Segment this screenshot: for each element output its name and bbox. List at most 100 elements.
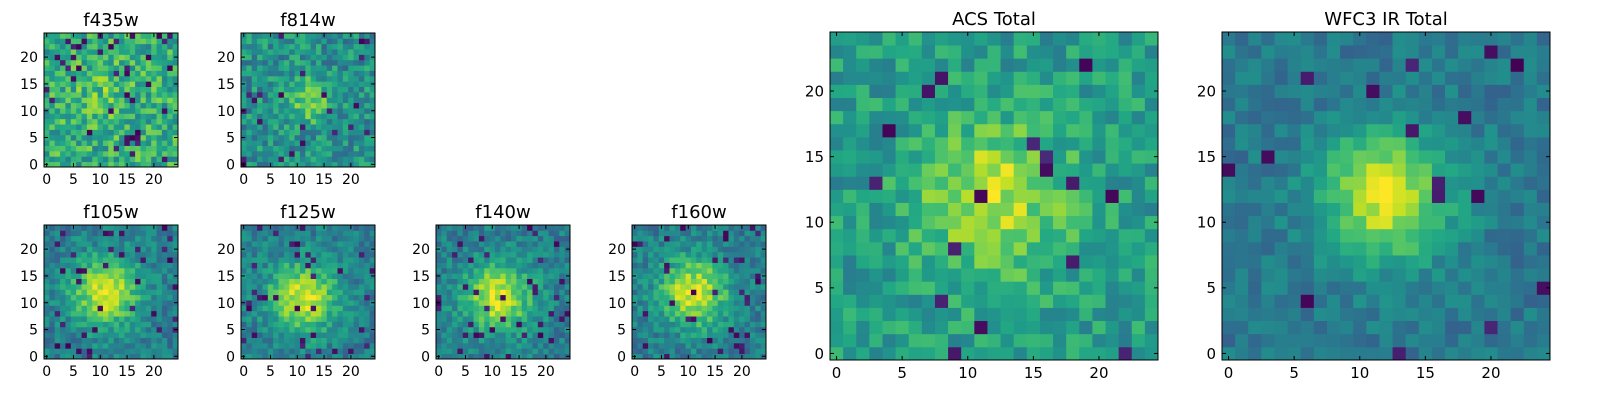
heatmap-cell (843, 241, 857, 256)
heatmap-cell (86, 316, 93, 322)
heatmap-cell (326, 283, 333, 290)
heatmap-cell (1000, 84, 1015, 98)
heatmap-cell (129, 49, 136, 55)
heatmap-cell (102, 129, 109, 136)
heatmap-cell (1287, 215, 1302, 230)
heatmap-cell (728, 262, 735, 269)
heatmap-cell (97, 118, 104, 125)
heatmap-cell (310, 140, 317, 146)
heatmap-cell (559, 337, 566, 344)
y-tick-label: 5 (29, 131, 38, 147)
heatmap-cell (436, 283, 442, 290)
y-tick-label: 10 (217, 296, 235, 312)
heatmap-cell (321, 310, 328, 317)
heatmap-cell (446, 278, 453, 285)
heatmap-cell (674, 241, 681, 247)
heatmap-cell (161, 348, 168, 355)
heatmap-cell (462, 273, 469, 279)
heatmap-cell (305, 113, 312, 120)
heatmap-cell (494, 273, 501, 279)
heatmap-cell (882, 268, 896, 282)
heatmap-cell (452, 262, 458, 269)
heatmap-cell (1000, 45, 1015, 59)
heatmap-cell (161, 257, 168, 263)
heatmap-cell (60, 262, 66, 269)
heatmap-cell (289, 156, 295, 163)
heatmap-cell (342, 65, 349, 71)
heatmap-cell (257, 332, 263, 338)
heatmap-cell (102, 59, 109, 66)
heatmap-cell (1497, 333, 1512, 348)
heatmap-cell (658, 230, 665, 237)
heatmap-cell (102, 305, 109, 312)
heatmap-cell (267, 108, 274, 114)
heatmap-cell (321, 283, 328, 290)
heatmap-cell (843, 281, 857, 295)
heatmap-cell (462, 262, 469, 269)
heatmap-cell (537, 348, 544, 355)
heatmap-cell (299, 150, 306, 157)
heatmap-cell (241, 278, 247, 285)
heatmap-cell (246, 81, 253, 87)
heatmap-cell (364, 289, 371, 296)
heatmap-cell (364, 124, 371, 130)
heatmap-cell (145, 235, 152, 242)
heatmap-cell (167, 86, 174, 93)
heatmap-cell (299, 97, 306, 104)
heatmap-cell (895, 241, 910, 256)
heatmap-cell (468, 278, 474, 285)
heatmap-cell (755, 251, 762, 258)
heatmap-cell (86, 283, 93, 290)
heatmap-cell (108, 262, 115, 269)
heatmap-cell (299, 38, 306, 45)
heatmap-cell (246, 124, 253, 130)
heatmap-cell (707, 267, 713, 274)
heatmap-cell (441, 257, 448, 263)
heatmap-cell (723, 235, 729, 242)
heatmap-cell (532, 241, 539, 247)
heatmap-cell (92, 118, 98, 125)
heatmap-cell (267, 289, 274, 296)
heatmap-cell (685, 289, 692, 296)
heatmap-cell (1066, 123, 1080, 138)
heatmap-cell (717, 230, 724, 237)
heatmap-cell (537, 278, 544, 285)
heatmap-cell (241, 156, 247, 163)
heatmap-cell (151, 113, 157, 120)
heatmap-cell (1536, 294, 1551, 308)
heatmap-cell (987, 307, 1001, 322)
heatmap-cell (294, 257, 301, 263)
heatmap-cell (468, 241, 474, 247)
heatmap-cell (452, 342, 458, 349)
heatmap-cell (102, 33, 109, 39)
heatmap-cell (76, 267, 82, 274)
heatmap-cell (974, 202, 988, 217)
heatmap-cell (364, 230, 371, 237)
heatmap-cell (167, 342, 174, 349)
heatmap-cell (326, 161, 333, 168)
heatmap-cell (1105, 176, 1120, 190)
heatmap-cell (49, 225, 56, 231)
heatmap-cell (321, 251, 328, 258)
heatmap-cell (135, 140, 141, 146)
heatmap-cell (246, 316, 253, 322)
heatmap-cell (1536, 268, 1551, 282)
heatmap-cell (76, 54, 82, 61)
heatmap-cell (473, 262, 480, 269)
heatmap-cell (257, 316, 263, 322)
heatmap-cell (113, 251, 120, 258)
heatmap-cell (436, 310, 442, 317)
heatmap-cell (262, 262, 269, 269)
heatmap-cell (648, 342, 654, 349)
heatmap-cell (1405, 202, 1420, 217)
heatmap-cell (680, 310, 686, 317)
heatmap-cell (921, 176, 936, 190)
heatmap-cell (669, 235, 676, 242)
heatmap-cell (113, 81, 120, 87)
heatmap-cell (337, 300, 344, 306)
heatmap-cell (70, 97, 77, 104)
heatmap-cell (172, 75, 179, 82)
heatmap-cell (102, 49, 109, 55)
heatmap-cell (468, 289, 474, 296)
heatmap-cells (241, 225, 376, 360)
